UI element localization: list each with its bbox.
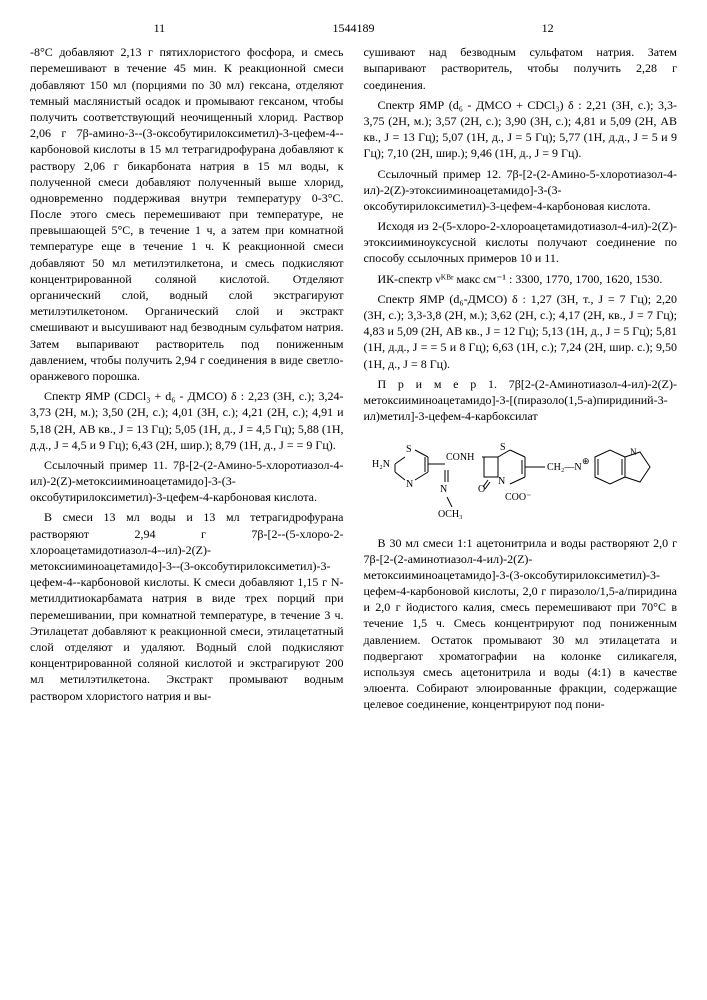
paragraph: сушивают над безводным сульфатом натрия.… — [364, 44, 678, 93]
paragraph: В 30 мл смеси 1:1 ацетонитрила и воды ра… — [364, 535, 678, 713]
label-h2n: H₂N — [372, 459, 390, 470]
paragraph: ИК-спектр νᴷᴮʳ макс см⁻¹ : 3300, 1770, 1… — [364, 271, 678, 287]
text-columns: -8°С добавляют 2,13 г пятихлористого фос… — [30, 44, 677, 712]
right-column: сушивают над безводным сульфатом натрия.… — [364, 44, 678, 712]
svg-text:S: S — [500, 442, 506, 453]
svg-text:CH₂—N: CH₂—N — [547, 462, 582, 473]
page-number-right: 12 — [418, 20, 677, 36]
paragraph: Спектр ЯМР (d₆ - ДМСО + CDCl₃) δ : 2,21 … — [364, 97, 678, 162]
svg-text:N: N — [440, 484, 447, 495]
page-header: 11 1544189 12 — [30, 20, 677, 36]
svg-text:N: N — [630, 447, 637, 457]
left-column: -8°С добавляют 2,13 г пятихлористого фос… — [30, 44, 344, 712]
svg-text:CONH: CONH — [446, 452, 474, 463]
svg-text:OCH₃: OCH₃ — [438, 509, 463, 520]
paragraph: В смеси 13 мл воды и 13 мл тетрагидрофур… — [30, 509, 344, 703]
paragraph: Ссылочный пример 12. 7β-[2-(2-Амино-5-хл… — [364, 166, 678, 215]
paragraph: П р и м е р 1. 7β[2-(2-Аминотиазол-4-ил)… — [364, 376, 678, 425]
svg-text:N: N — [406, 479, 413, 490]
paragraph: Ссылочный пример 11. 7β-[2-(2-Амино-5-хл… — [30, 457, 344, 506]
paragraph: Исходя из 2-(5-хлоро-2-хлороацетамидотиа… — [364, 218, 678, 267]
document-number: 1544189 — [289, 20, 418, 36]
paragraph: Спектр ЯМР (CDCl₃ + d₆ - ДМСО) δ : 2,23 … — [30, 388, 344, 453]
svg-text:COO⁻: COO⁻ — [505, 492, 531, 503]
svg-text:S: S — [406, 444, 412, 455]
page-number-left: 11 — [30, 20, 289, 36]
paragraph: -8°С добавляют 2,13 г пятихлористого фос… — [30, 44, 344, 384]
paragraph: Спектр ЯМР (d₆-ДМСО) δ : 1,27 (3H, т., J… — [364, 291, 678, 372]
svg-text:⊕: ⊕ — [582, 456, 590, 466]
chemical-structure: H₂N S N CONH N OCH₃ S — [364, 432, 678, 526]
svg-text:N: N — [498, 476, 505, 487]
